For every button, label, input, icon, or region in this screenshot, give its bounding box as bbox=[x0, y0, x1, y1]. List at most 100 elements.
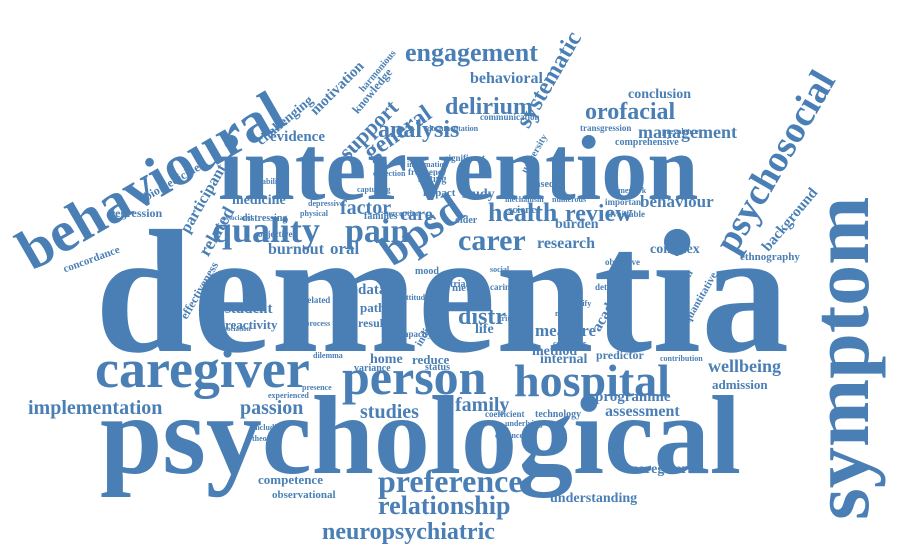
word-relationship: relationship bbox=[378, 491, 511, 520]
word-reactivity: reactivity bbox=[225, 317, 278, 332]
word-association: association bbox=[218, 325, 251, 333]
word-families: families bbox=[364, 211, 398, 222]
word-regression: regression bbox=[110, 206, 163, 220]
word-framework: framework bbox=[608, 186, 647, 195]
word-carer: carer bbox=[458, 224, 526, 257]
word-behaviour: behaviour bbox=[640, 192, 714, 211]
word-experienced: experienced bbox=[268, 391, 309, 400]
word-transgression: transgression bbox=[580, 123, 632, 133]
word-competence: competence bbox=[258, 472, 323, 487]
word-contribution: contribution bbox=[660, 354, 703, 363]
word-data: data bbox=[358, 282, 387, 298]
word-result: result bbox=[358, 316, 388, 330]
word-science: science bbox=[508, 204, 541, 216]
word-predictor: predictor bbox=[596, 348, 644, 362]
word-criterion: criterion bbox=[498, 314, 528, 323]
word-attitude: attitude bbox=[402, 293, 429, 302]
word-assessment: assessment bbox=[605, 403, 680, 420]
word-caring: caring bbox=[490, 282, 515, 292]
word-based: based bbox=[530, 179, 555, 190]
word-intervention: intervention bbox=[218, 117, 699, 219]
word-depressive: depressive bbox=[308, 199, 344, 208]
word-health: health bbox=[488, 198, 558, 227]
word-management: management bbox=[638, 122, 737, 142]
word-setting: setting bbox=[418, 174, 447, 185]
word-burden: burden bbox=[555, 217, 599, 232]
word-collection: collection bbox=[373, 169, 406, 178]
word-capturing: capturing bbox=[357, 185, 391, 194]
word-impact: impact bbox=[423, 187, 456, 199]
word-studies: studies bbox=[360, 401, 419, 423]
word-medicine: medicine bbox=[232, 193, 286, 208]
word-including: including bbox=[253, 423, 286, 432]
word-implementation: implementation bbox=[28, 397, 163, 419]
word-consumer: consumer bbox=[553, 339, 587, 348]
word-process: process bbox=[305, 319, 331, 328]
word-burnout: burnout bbox=[268, 241, 325, 258]
word-life: life bbox=[475, 322, 494, 337]
word-oral: oral bbox=[330, 239, 360, 258]
word-comprehensive: comprehensive bbox=[615, 137, 679, 148]
word-prevalence: prevalence bbox=[662, 127, 699, 136]
word-status: status bbox=[425, 362, 451, 373]
word-technology: technology bbox=[535, 409, 582, 420]
word-observational: observational bbox=[272, 489, 336, 501]
word-preference: preference bbox=[378, 463, 523, 499]
word-behavioral: behavioral bbox=[470, 70, 543, 87]
word-path: path bbox=[360, 300, 386, 315]
word-ability: ability bbox=[262, 177, 284, 186]
word-mechanism: mechanism bbox=[505, 195, 544, 204]
word-hospital: hospital bbox=[514, 355, 670, 406]
word-significant: significant bbox=[445, 153, 486, 163]
word-numerous: numerous bbox=[552, 195, 587, 204]
word-analysis: analysis bbox=[378, 117, 460, 143]
word-distressing: distressing bbox=[242, 213, 288, 224]
word-measure: measure bbox=[535, 321, 597, 340]
word-variance: variance bbox=[354, 363, 391, 374]
word-information: information bbox=[407, 160, 448, 169]
word-research: research bbox=[537, 235, 596, 252]
word-quality: quality bbox=[212, 210, 321, 250]
word-wellbeing: wellbeing bbox=[708, 356, 782, 376]
word-meta: meta bbox=[452, 282, 476, 294]
word-mood: mood bbox=[415, 266, 439, 277]
word-dementia: dementia bbox=[95, 195, 790, 390]
word-understanding: understanding bbox=[550, 491, 638, 506]
word-dilemma: dilemma bbox=[313, 351, 343, 360]
word-objective: objective bbox=[258, 229, 293, 239]
word-frequency: frequency bbox=[408, 167, 447, 177]
word-documentation: documentation bbox=[427, 124, 479, 133]
word-ethnography: ethnography bbox=[740, 251, 800, 263]
word-older: older bbox=[455, 215, 478, 226]
word-conclusion: conclusion bbox=[628, 87, 692, 102]
word-passion: passion bbox=[240, 397, 304, 419]
word-presence: presence bbox=[302, 383, 332, 392]
word-theory: theory bbox=[252, 434, 275, 443]
word-symptom: symptom bbox=[795, 196, 886, 520]
word-obsessive: obsessive bbox=[605, 257, 641, 267]
word-physical: physical bbox=[300, 209, 329, 218]
word-distr: distr bbox=[458, 304, 506, 330]
word-perception: perception bbox=[384, 209, 421, 218]
word-avoidable: avoidable bbox=[608, 209, 646, 219]
word-evidence: evidence bbox=[270, 129, 325, 145]
word-person: person bbox=[342, 349, 487, 405]
word-programme: programme bbox=[595, 389, 671, 405]
word-identify: identify bbox=[565, 299, 592, 308]
word-review: review bbox=[565, 201, 633, 227]
word-social: social bbox=[490, 265, 510, 274]
word-delirium: delirium bbox=[445, 94, 533, 120]
word-internal: internal bbox=[540, 352, 588, 367]
word-correlated: correlated bbox=[291, 295, 331, 305]
word-engagement: engagement bbox=[405, 38, 538, 67]
word-important: important bbox=[605, 197, 644, 207]
word-pain: pain bbox=[345, 213, 410, 250]
word-enhance: enhance bbox=[495, 431, 523, 440]
word-family: family bbox=[455, 394, 510, 416]
word-admission: admission bbox=[712, 377, 768, 392]
word-coefficient: coefficient bbox=[485, 409, 525, 419]
word-associated: associated bbox=[222, 214, 253, 222]
word-nursing: nursing bbox=[555, 309, 582, 318]
word-care: care bbox=[400, 204, 433, 224]
